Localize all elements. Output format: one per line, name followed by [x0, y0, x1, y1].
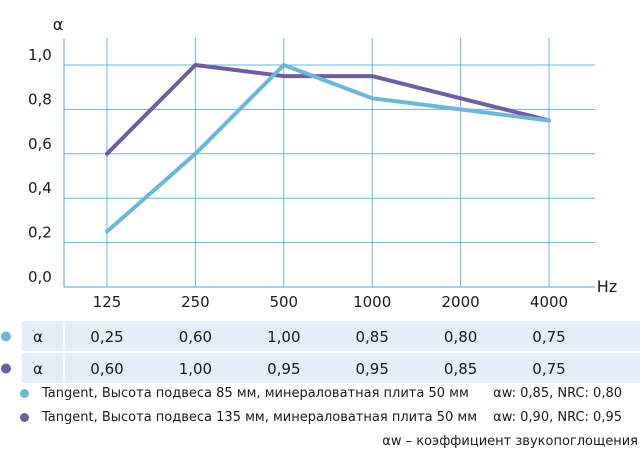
y-tick-label: 0,6 [28, 135, 52, 153]
y-tick-label: 0,0 [28, 268, 52, 286]
table-row-header: α [33, 360, 43, 378]
legend-stat-series-1: αw: 0,85, NRC: 0,80 [493, 386, 622, 401]
table-cell: 1,00 [267, 328, 300, 346]
x-axis-title: Hz [597, 277, 617, 296]
legend-marker-series-2 [20, 413, 29, 422]
y-tick-labels: 0,0 0,2 0,4 0,6 0,8 1,0 [28, 46, 52, 286]
series-line-2 [105, 63, 551, 156]
x-tick-label: 500 [269, 293, 298, 311]
legend-label-series-1: Tangent, Высота подвеса 85 мм, минералов… [42, 386, 469, 401]
table-cell: 0,25 [90, 328, 123, 346]
legend-row-series-2: Tangent, Высота подвеса 135 мм, минерало… [0, 407, 640, 429]
table-row-header: α [33, 328, 43, 346]
x-tick-label: 125 [93, 293, 122, 311]
x-tick-label: 2000 [442, 293, 480, 311]
y-tick-label: 0,4 [28, 179, 52, 197]
y-axis-title: α [53, 15, 64, 34]
x-tick-label: 4000 [530, 293, 568, 311]
table-cell: 0,95 [355, 360, 388, 378]
table-cell: 0,60 [179, 328, 212, 346]
table-row-band [22, 353, 640, 383]
series-line-1 [105, 63, 551, 234]
table-cell: 1,00 [179, 360, 212, 378]
table-cell: 0,75 [532, 360, 565, 378]
x-tick-label: 250 [181, 293, 210, 311]
table-row-marker [1, 363, 11, 374]
y-tick-label: 0,2 [28, 224, 52, 242]
value-table: α 0,25 0,60 1,00 0,85 0,80 0,75 α 0,60 1,00 0,95 0,… [1, 321, 640, 383]
table-cell: 0,75 [532, 328, 565, 346]
legend-marker-series-1 [20, 389, 29, 398]
table-cell: 0,85 [355, 328, 388, 346]
y-tick-label: 0,8 [28, 90, 52, 108]
x-tick-label: 1000 [353, 293, 391, 311]
legend-stat-series-2: αw: 0,90, NRC: 0,95 [493, 410, 622, 425]
footnote: αw – коэффициент звукопоглощения [382, 434, 638, 449]
y-tick-label: 1,0 [28, 46, 52, 64]
legend-row-series-1: Tangent, Высота подвеса 85 мм, минералов… [0, 383, 640, 405]
series-lines [105, 63, 551, 234]
table-cell: 0,85 [444, 360, 477, 378]
legend-label-series-2: Tangent, Высота подвеса 135 мм, минерало… [42, 410, 478, 425]
table-row-marker [1, 331, 11, 342]
table-cell: 0,60 [90, 360, 123, 378]
table-cell: 0,95 [267, 360, 300, 378]
table-row-band [22, 321, 640, 352]
absorption-chart: α Hz 0,0 0,2 0,4 0,6 0,8 1,0 125 250 500 1000 200… [1, 15, 640, 383]
x-tick-labels: 125 250 500 1000 2000 4000 [93, 293, 568, 311]
table-cell: 0,80 [444, 328, 477, 346]
